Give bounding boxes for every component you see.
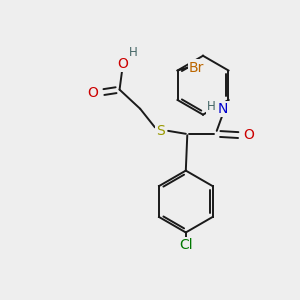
Text: O: O	[118, 57, 128, 71]
Text: Br: Br	[189, 61, 204, 75]
Text: H: H	[128, 46, 137, 59]
Text: H: H	[206, 100, 215, 113]
Text: S: S	[156, 124, 165, 138]
Text: N: N	[218, 102, 228, 116]
Text: O: O	[88, 85, 98, 100]
Text: Cl: Cl	[179, 238, 193, 252]
Text: O: O	[244, 128, 254, 142]
